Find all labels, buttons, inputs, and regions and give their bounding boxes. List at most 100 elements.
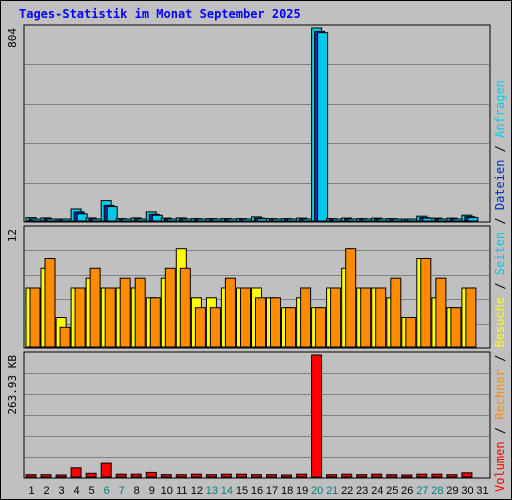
bar-volumen-day-18 — [281, 474, 292, 478]
bar-volumen-day-15 — [236, 473, 247, 478]
bar-volumen-day-7 — [115, 473, 127, 478]
day-label-4: 4 — [74, 485, 80, 497]
day-label-19: 19 — [296, 485, 308, 497]
day-label-9: 9 — [149, 485, 155, 497]
day-label-22: 22 — [341, 485, 353, 497]
day-label-18: 18 — [281, 485, 293, 497]
bar-volumen-day-6 — [100, 462, 112, 478]
day-label-1: 1 — [28, 485, 34, 497]
legend-separator: / — [493, 347, 507, 369]
bar-volumen-day-1 — [25, 474, 37, 478]
legend-separator: / — [493, 275, 507, 297]
day-label-17: 17 — [266, 485, 278, 497]
day-label-13: 13 — [206, 485, 218, 497]
legend-separator: / — [493, 210, 507, 232]
bar-rechner-day-27 — [420, 258, 432, 348]
x-axis-day-labels: 1 2 3 4 5 6 7 8 9 10 11 12 13 14 15 16 17 18 19 20 21 22 23 24 2… — [28, 485, 488, 497]
bar-rechner-day-8 — [134, 277, 146, 348]
day-label-21: 21 — [326, 485, 338, 497]
day-label-3: 3 — [59, 485, 65, 497]
bar-rechner-day-11 — [179, 267, 191, 348]
day-label-12: 12 — [191, 485, 203, 497]
bar-rechner-day-19 — [300, 287, 312, 348]
bar-volumen-day-12 — [190, 473, 202, 478]
bar-volumen-day-26 — [401, 474, 413, 478]
bar-rechner-day-26 — [405, 317, 417, 348]
panel-hits-max-label: 804 — [6, 28, 19, 48]
bar-seiten-day-2 — [46, 218, 58, 222]
day-label-20: 20 — [311, 485, 323, 497]
bar-seiten-day-5 — [91, 218, 103, 222]
chart-legend: Volumen / Rechner / Besuche / Seiten / D… — [493, 80, 507, 492]
bar-rechner-day-2 — [44, 258, 56, 348]
bar-volumen-day-27 — [416, 473, 428, 478]
bar-seiten-day-20 — [317, 32, 329, 222]
bar-rechner-day-29 — [450, 307, 462, 348]
bar-rechner-day-21 — [330, 287, 342, 348]
day-label-8: 8 — [134, 485, 140, 497]
bar-volumen-day-2 — [40, 474, 52, 478]
bar-seiten-day-24 — [377, 218, 389, 222]
bar-volumen-day-30 — [461, 472, 473, 478]
day-label-26: 26 — [401, 485, 413, 497]
panel-visits: 12 — [6, 225, 491, 349]
bar-rechner-day-25 — [390, 277, 402, 348]
day-label-11: 11 — [176, 485, 187, 497]
bar-seiten-day-18 — [287, 218, 298, 222]
legend-separator: / — [493, 138, 507, 160]
bar-volumen-day-20 — [311, 354, 323, 478]
panel-volume: 263.93 KB — [6, 351, 491, 479]
day-label-25: 25 — [386, 485, 398, 497]
bar-rechner-day-24 — [375, 287, 387, 348]
day-label-16: 16 — [251, 485, 263, 497]
day-label-10: 10 — [161, 485, 173, 497]
bar-volumen-day-25 — [386, 474, 398, 478]
bar-rechner-day-23 — [360, 287, 372, 348]
day-label-7: 7 — [119, 485, 125, 497]
day-label-24: 24 — [371, 485, 383, 497]
bar-volumen-day-13 — [205, 474, 217, 478]
bar-volumen-day-5 — [85, 472, 97, 478]
chart-title: Tages-Statistik im Monat September 2025 — [19, 7, 301, 21]
day-label-30: 30 — [461, 485, 473, 497]
legend-item-dateien: Dateien — [493, 160, 507, 211]
bar-seiten-day-8 — [136, 218, 148, 222]
day-label-2: 2 — [43, 485, 49, 497]
bar-rechner-day-14 — [224, 277, 236, 348]
legend-item-rechner: Rechner — [493, 369, 507, 420]
panel-visits-max-label: 12 — [6, 229, 19, 242]
day-label-6: 6 — [104, 485, 110, 497]
bar-rechner-day-9 — [149, 297, 161, 348]
bar-volumen-day-9 — [145, 471, 157, 478]
bar-rechner-day-7 — [119, 277, 131, 348]
bar-volumen-day-21 — [326, 474, 338, 478]
day-label-28: 28 — [431, 485, 443, 497]
bar-rechner-day-15 — [240, 287, 251, 348]
bar-rechner-day-22 — [345, 248, 357, 348]
bar-volumen-day-8 — [130, 473, 142, 478]
bar-volumen-day-23 — [356, 474, 368, 478]
panel-hits: 804 — [6, 24, 491, 223]
bar-rechner-day-17 — [270, 297, 281, 348]
bar-seiten-day-6 — [106, 206, 118, 222]
bar-seiten-day-14 — [226, 218, 238, 222]
day-label-23: 23 — [356, 485, 368, 497]
bar-volumen-day-4 — [70, 467, 82, 478]
bar-rechner-day-1 — [29, 287, 41, 348]
bar-rechner-day-3 — [59, 326, 71, 348]
bar-rechner-day-5 — [89, 267, 101, 348]
bar-rechner-day-30 — [465, 287, 477, 348]
bar-volumen-day-28 — [431, 473, 443, 478]
panel-hits-frame — [23, 24, 491, 223]
bar-rechner-day-28 — [435, 277, 447, 348]
bar-seiten-day-27 — [422, 217, 434, 222]
legend-item-volumen: Volumen — [493, 441, 507, 492]
bar-volumen-day-24 — [371, 473, 383, 478]
bar-rechner-day-6 — [104, 287, 116, 348]
bar-volumen-day-11 — [175, 474, 187, 478]
bar-rechner-day-16 — [255, 297, 266, 348]
day-label-27: 27 — [416, 485, 428, 497]
legend-item-seiten: Seiten — [493, 232, 507, 275]
bar-volumen-day-17 — [266, 474, 277, 478]
